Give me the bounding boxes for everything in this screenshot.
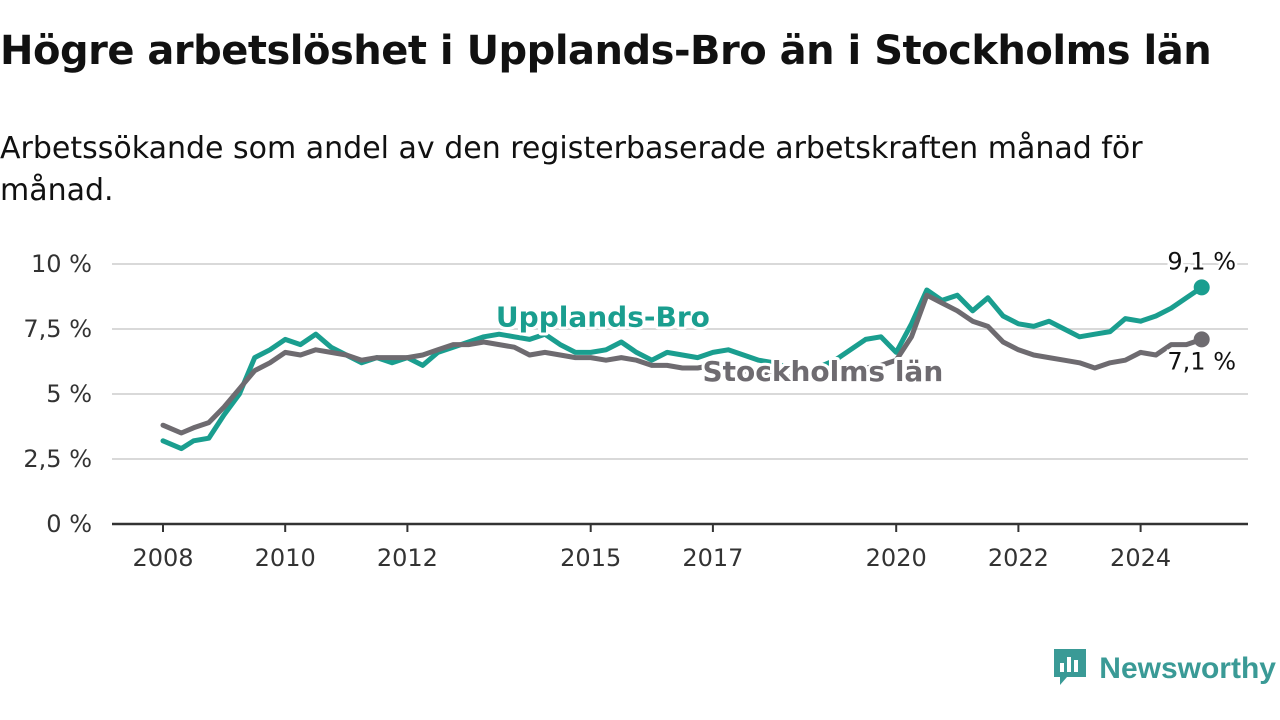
y-tick-label: 2,5 % bbox=[23, 445, 92, 473]
grid-lines bbox=[112, 263, 1248, 460]
y-tick-label: 7,5 % bbox=[23, 315, 92, 343]
end-value-label-upplands-bro: 9,1 % bbox=[1167, 247, 1236, 275]
x-tick-label: 2024 bbox=[1110, 544, 1171, 572]
brand-name: Newsworthy bbox=[1099, 652, 1276, 685]
series-line-upplands-bro bbox=[160, 284, 1205, 452]
x-tick-label: 2020 bbox=[866, 544, 927, 572]
series-labels: Upplands-Bro Stockholms län 9,1 % 7,1 % bbox=[493, 245, 1239, 391]
series-end-point-upplands-bro bbox=[1193, 279, 1210, 296]
x-tick-label: 2010 bbox=[255, 544, 316, 572]
x-axis: 2008 2010 2012 2015 2017 2020 2022 2024 bbox=[112, 522, 1248, 572]
series-label-stockholms-lan: Stockholms län bbox=[702, 355, 943, 388]
chart-subtitle: Arbetssökande som andel av den registerb… bbox=[0, 131, 1143, 208]
x-tick-label: 2015 bbox=[560, 544, 621, 572]
x-tick-label: 2012 bbox=[377, 544, 438, 572]
x-tick-label: 2022 bbox=[988, 544, 1049, 572]
x-tick-label: 2008 bbox=[132, 544, 193, 572]
y-tick-label: 5 % bbox=[46, 380, 92, 408]
newsworthy-logo: Newsworthy bbox=[1051, 646, 1276, 692]
series-end-point-stockholms-lan bbox=[1193, 331, 1210, 348]
chart-title: Högre arbetslöshet i Upplands-Bro än i S… bbox=[0, 28, 1212, 74]
line-chart: 0 % 2,5 % 5 % 7,5 % 10 % 2008 2010 2012 2015 201… bbox=[23, 245, 1248, 572]
bar-chart-speech-bubble-icon bbox=[1051, 646, 1089, 692]
x-tick-label: 2017 bbox=[682, 544, 743, 572]
end-value-label-stockholms-lan: 7,1 % bbox=[1167, 347, 1236, 375]
y-tick-label: 0 % bbox=[46, 510, 92, 538]
series-label-upplands-bro: Upplands-Bro bbox=[496, 300, 710, 333]
y-axis-tick-labels: 0 % 2,5 % 5 % 7,5 % 10 % bbox=[23, 250, 92, 538]
y-tick-label: 10 % bbox=[31, 250, 92, 278]
series-line-stockholms-lan bbox=[160, 292, 1205, 436]
series-lines bbox=[160, 279, 1210, 452]
